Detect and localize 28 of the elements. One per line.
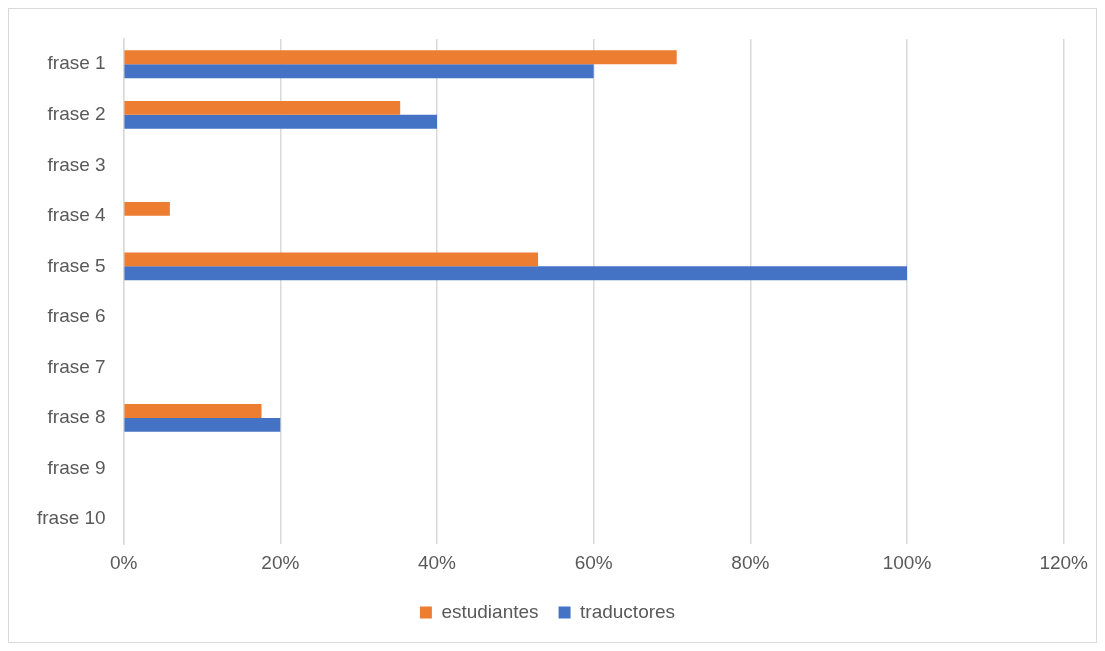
bar bbox=[124, 417, 281, 432]
bar bbox=[124, 64, 594, 79]
y-tick-label: frase 4 bbox=[47, 204, 107, 226]
bar bbox=[124, 201, 170, 216]
y-tick-label: frase 5 bbox=[47, 254, 106, 276]
y-tick-label: frase 1 bbox=[47, 52, 106, 74]
y-tick-label: frase 3 bbox=[47, 153, 106, 175]
x-tick-label: 40% bbox=[417, 551, 457, 573]
legend-label: estudiantes bbox=[441, 600, 539, 622]
x-tick-label: 100% bbox=[882, 551, 932, 573]
bar bbox=[124, 50, 677, 65]
x-tick-label: 60% bbox=[574, 551, 613, 573]
y-tick-label: frase 2 bbox=[47, 103, 106, 125]
x-tick-label: 120% bbox=[1039, 551, 1089, 573]
y-tick-label: frase 6 bbox=[47, 305, 106, 327]
x-tick-label: 0% bbox=[109, 551, 138, 573]
legend-label: traductores bbox=[580, 600, 676, 622]
x-tick-label: 20% bbox=[261, 551, 300, 573]
bar bbox=[124, 404, 262, 418]
bar bbox=[124, 100, 401, 115]
y-tick-label: frase 8 bbox=[47, 406, 106, 428]
y-tick-label: frase 10 bbox=[37, 507, 106, 529]
bar bbox=[124, 114, 437, 129]
y-tick-label: frase 7 bbox=[47, 355, 106, 377]
y-tick-label: frase 9 bbox=[47, 456, 106, 478]
bar bbox=[124, 252, 539, 267]
bar bbox=[124, 266, 908, 281]
x-tick-label: 80% bbox=[731, 551, 770, 573]
